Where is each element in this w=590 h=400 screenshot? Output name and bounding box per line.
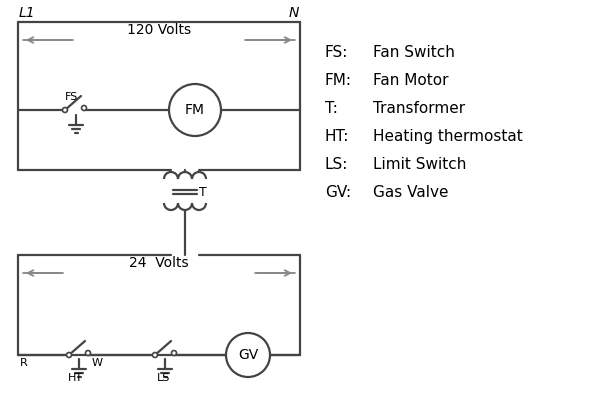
Text: Gas Valve: Gas Valve xyxy=(373,185,448,200)
Text: HT: HT xyxy=(67,373,83,383)
Text: FM:: FM: xyxy=(325,73,352,88)
Text: GV: GV xyxy=(238,348,258,362)
Text: Fan Switch: Fan Switch xyxy=(373,45,455,60)
Text: Fan Motor: Fan Motor xyxy=(373,73,448,88)
Text: T: T xyxy=(199,186,206,198)
Circle shape xyxy=(63,108,67,112)
Text: Transformer: Transformer xyxy=(373,101,465,116)
Circle shape xyxy=(67,352,71,358)
Circle shape xyxy=(226,333,270,377)
Circle shape xyxy=(81,106,87,110)
Text: Heating thermostat: Heating thermostat xyxy=(373,129,523,144)
Circle shape xyxy=(169,84,221,136)
Text: T:: T: xyxy=(325,101,338,116)
Text: FS:: FS: xyxy=(325,45,348,60)
Text: 120 Volts: 120 Volts xyxy=(127,23,191,37)
Circle shape xyxy=(86,350,90,356)
Text: W: W xyxy=(92,358,103,368)
Circle shape xyxy=(172,350,176,356)
Text: HT:: HT: xyxy=(325,129,349,144)
Circle shape xyxy=(152,352,158,358)
Text: N: N xyxy=(289,6,299,20)
Text: 24  Volts: 24 Volts xyxy=(129,256,189,270)
Text: GV:: GV: xyxy=(325,185,351,200)
Text: L1: L1 xyxy=(19,6,35,20)
Text: LS: LS xyxy=(158,373,171,383)
Text: Limit Switch: Limit Switch xyxy=(373,157,466,172)
Text: FS: FS xyxy=(65,92,78,102)
Text: LS:: LS: xyxy=(325,157,348,172)
Text: FM: FM xyxy=(185,103,205,117)
Text: R: R xyxy=(20,358,28,368)
